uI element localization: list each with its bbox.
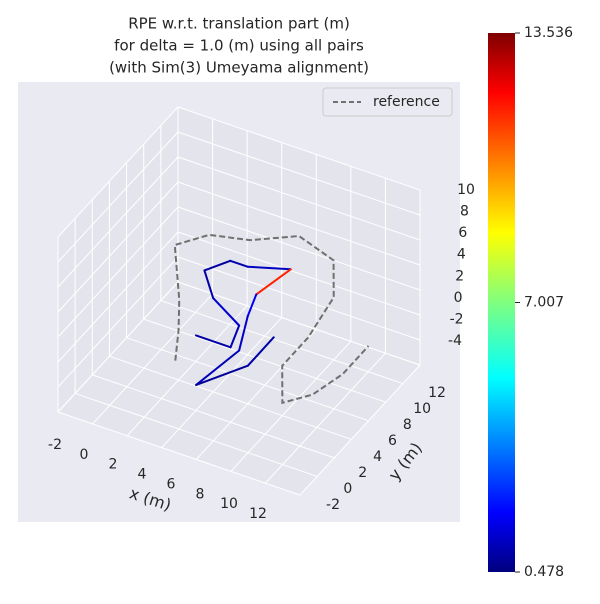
trajectory-segment (195, 364, 249, 386)
colorbar (488, 33, 515, 572)
legend-label: reference (373, 94, 440, 110)
grid-line (57, 131, 421, 263)
trajectory-segment (246, 265, 292, 271)
grid-line (57, 181, 421, 313)
x-tick-label: 2 (109, 457, 118, 473)
y-tick-label: 6 (388, 433, 397, 449)
colorbar-tick-label: 7.007 (524, 295, 564, 311)
grid-line (57, 281, 421, 413)
x-tick-label: 4 (138, 467, 147, 483)
z-tick-label: -2 (450, 311, 464, 327)
z-tick-label: 10 (457, 182, 475, 198)
reference-line (173, 233, 370, 405)
z-tick-label: 4 (457, 247, 466, 263)
axes-3d (57, 106, 421, 496)
trajectory-segment (246, 336, 275, 367)
z-tick-label: 6 (458, 225, 467, 241)
grid-line (57, 106, 421, 238)
legend-box (322, 87, 453, 117)
x-tick-label: 6 (167, 476, 176, 492)
trajectory-segment (238, 315, 249, 352)
z-tick-label: -4 (448, 333, 462, 349)
colorbar-tick-label: 13.536 (524, 25, 573, 41)
title-line: for delta = 1.0 (m) using all pairs (114, 37, 364, 55)
back-pane (178, 107, 420, 365)
trajectory-segment (195, 349, 241, 386)
trajectory-segment (229, 324, 241, 349)
title-line: (with Sim(3) Umeyama alignment) (109, 59, 369, 77)
z-tick-label: 0 (454, 290, 463, 306)
grid-line (57, 206, 421, 338)
z-tick-label: 8 (460, 204, 469, 220)
x-tick-label: -2 (48, 437, 62, 453)
title-line: RPE w.r.t. translation part (m) (128, 15, 350, 33)
legend: reference (322, 87, 453, 117)
y-tick-label: -2 (326, 497, 340, 513)
colorbar-tick-label: 0.478 (524, 564, 564, 580)
y-tick-label: 12 (428, 385, 446, 401)
grid-line (57, 156, 421, 288)
x-tick-label: 12 (249, 506, 267, 522)
z-tick-label: 2 (455, 268, 464, 284)
y-tick-label: 0 (343, 481, 352, 497)
trajectory-segment (229, 259, 249, 268)
grid-line (57, 231, 421, 363)
floor-pane (58, 282, 420, 495)
x-tick-label: 8 (196, 486, 205, 502)
trajectory-segment (246, 293, 258, 318)
trajectory-segment (212, 297, 241, 327)
trajectory-segment (203, 259, 232, 272)
trajectory-segment (195, 334, 232, 349)
y-tick-label: 10 (413, 401, 431, 417)
trajectory-segment (203, 269, 215, 300)
y-tick-label: 8 (403, 417, 412, 433)
grid-line (57, 256, 421, 388)
y-tick-label: 2 (358, 465, 367, 481)
x-tick-label: 0 (80, 447, 89, 463)
trajectory-segment (255, 268, 292, 296)
x-tick-label: 10 (220, 496, 238, 512)
y-tick-label: 4 (373, 449, 382, 465)
left-pane (58, 107, 178, 412)
